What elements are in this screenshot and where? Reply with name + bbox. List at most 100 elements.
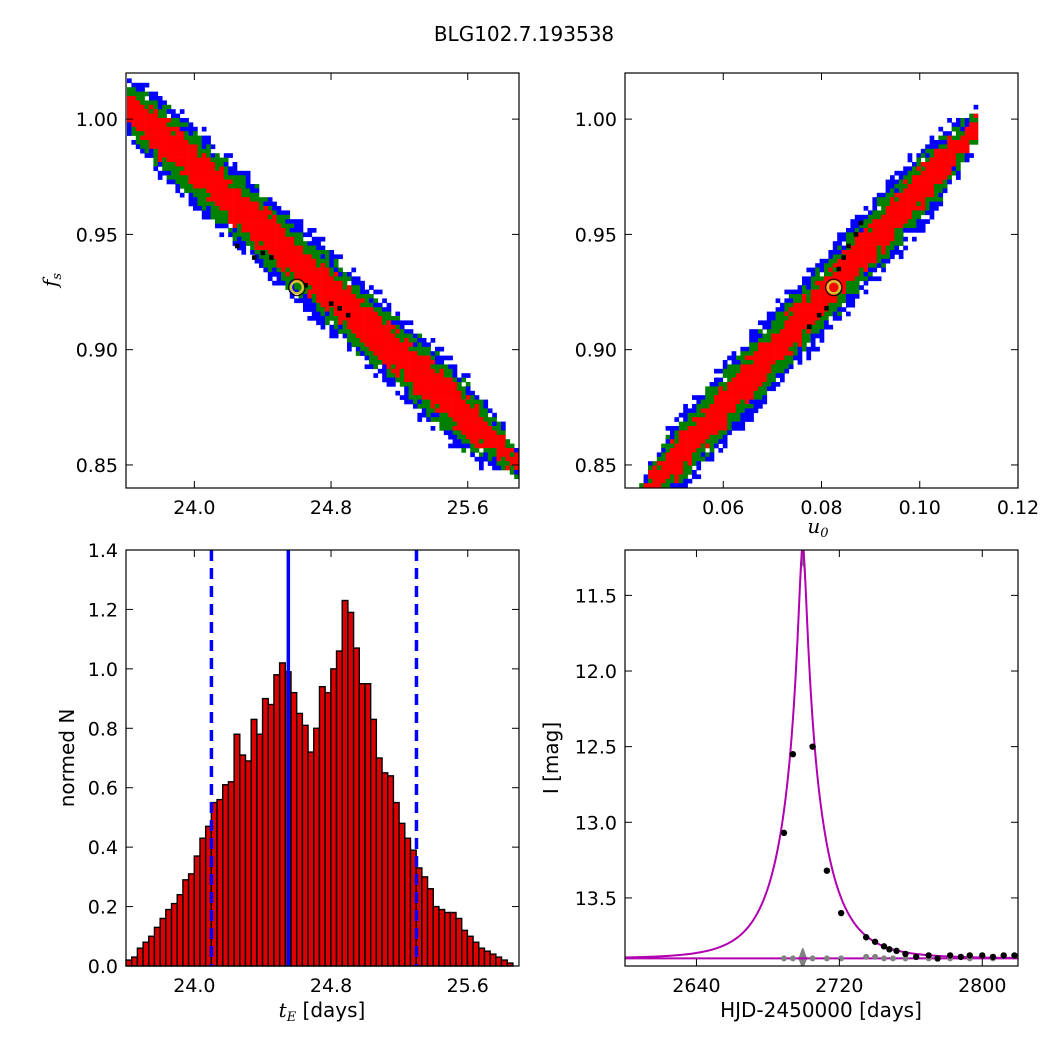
sigma3-pixel [452,439,458,444]
panel-fs-vs-tE: 24.0 24.8 25.60.850.900.951.00 fs [38,72,520,519]
sigma2-pixel [709,386,715,392]
sigma1-pixel [762,342,768,348]
sigma2-pixel [404,333,409,339]
sigma3-pixel [131,82,137,88]
sigma1-pixel [210,162,216,167]
sigma3-pixel [815,346,820,352]
sigma1-pixel [329,276,335,282]
sigma3-pixel [439,355,445,361]
sigma2-pixel [426,346,431,352]
sigma2-pixel [201,192,207,198]
sigma1-pixel [487,443,493,449]
sigma2-pixel [254,250,260,255]
sigma2-pixel [731,368,737,374]
sigma2-pixel [188,135,194,141]
sigma2-pixel [810,280,816,286]
sigma1-pixel [452,417,458,422]
sigma2-pixel [399,368,405,374]
sigma1-pixel [303,258,308,264]
posterior-density [127,78,519,480]
sigma2-pixel [872,214,878,220]
sigma2-pixel [289,276,295,282]
sigma1-pixel [705,421,710,427]
sigma1-pixel [413,364,418,370]
sigma3-pixel [951,166,957,172]
sigma1-pixel [320,276,326,282]
sigma3-pixel [890,179,895,185]
sigma1-pixel [934,170,939,176]
sigma1-pixel [149,118,154,123]
sigma2-pixel [709,448,715,453]
sigma2-pixel [201,148,207,154]
sigma3-pixel [487,461,493,466]
sigma2-pixel [448,373,453,378]
sigma1-pixel [973,131,979,136]
sigma1-pixel [285,245,291,251]
sigma1-pixel [793,320,798,326]
sigma3-pixel [736,426,741,431]
sigma3-pixel [714,382,719,387]
sigma1-pixel [320,289,326,295]
sigma3-pixel [223,153,229,158]
sigma1-pixel [171,140,176,145]
sigma2-pixel [364,302,370,308]
sigma2-pixel [228,228,233,233]
sigma1-pixel [206,179,211,185]
sigma1-pixel [232,219,238,224]
sigma1-pixel [665,461,671,466]
sigma3-pixel [850,219,856,224]
sigma3-pixel [228,170,233,176]
sigma1-pixel [281,254,286,260]
sigma3-pixel [470,452,475,458]
sigma1-pixel [364,311,370,317]
sigma1-pixel [360,298,365,304]
sigma1-pixel [505,456,511,462]
sigma2-pixel [780,320,785,326]
sigma3-pixel [890,250,895,255]
sigma1-pixel [421,364,427,370]
sigma3-pixel [885,179,891,185]
sigma1-pixel [206,197,211,202]
sigma1-pixel [850,272,856,277]
histogram-bar [472,941,480,967]
sigma2-pixel [876,197,882,202]
sigma1-pixel [391,360,396,365]
sigma3-pixel [810,346,816,352]
sigma3-pixel [749,329,754,334]
sigma2-pixel [259,206,264,211]
sigma1-pixel [250,201,255,207]
sigma3-pixel [709,452,715,458]
sigma1-pixel [263,206,269,211]
sigma1-pixel [929,188,935,194]
sigma3-pixel [841,236,847,242]
sigma1-pixel [718,408,724,414]
sigma1-pixel [263,236,269,242]
sigma1-pixel [166,144,172,150]
sigma2-pixel [670,443,675,449]
sigma1-pixel [925,184,930,189]
sigma2-pixel [810,285,816,290]
sigma1-pixel [744,382,750,387]
sigma1-pixel [377,333,383,339]
sigma1-pixel [153,144,159,150]
sigma3-pixel [797,289,803,295]
sigma2-pixel [727,368,732,374]
sigma1-pixel [683,456,688,462]
sigma1-pixel [417,386,423,392]
sigma1-pixel [656,470,662,475]
sigma1-pixel [360,307,365,312]
residual-point [823,955,830,962]
sigma1-pixel [303,267,308,273]
y-tick-label: 1.4 [88,540,118,562]
sigma3-pixel [881,258,886,264]
sigma1-pixel [421,395,427,400]
sigma2-pixel [351,338,357,343]
sigma3-pixel [285,219,291,224]
sigma2-pixel [806,338,812,343]
sigma2-pixel [850,232,856,238]
sigma1-pixel [245,228,251,233]
best-pixel [328,301,334,306]
sigma2-pixel [806,294,812,299]
sigma1-pixel [731,399,737,405]
sigma2-pixel [149,109,154,114]
